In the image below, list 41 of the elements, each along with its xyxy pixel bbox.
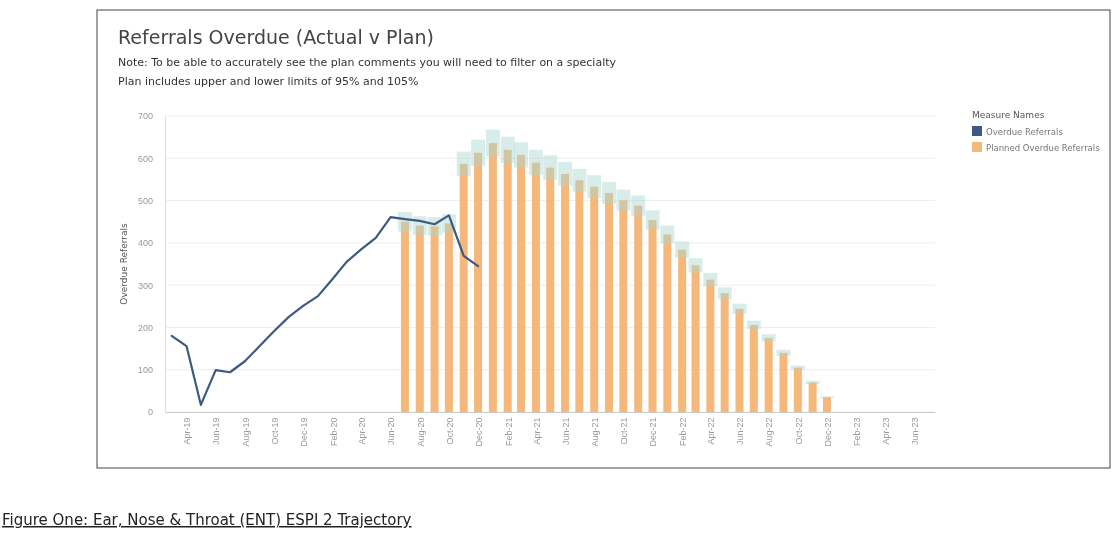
y-tick-label: 0 — [147, 407, 153, 418]
x-tick-label: Feb-23 — [852, 417, 863, 446]
x-tick-label: Dec-19 — [298, 417, 309, 447]
x-tick-label: Feb-21 — [503, 417, 514, 446]
x-tick-label: Oct-21 — [619, 417, 630, 445]
x-tick-label: Oct-19 — [269, 417, 280, 445]
chart-title: Referrals Overdue (Actual v Plan) — [118, 26, 434, 48]
x-tick-label: Jun-19 — [211, 417, 222, 445]
x-tick-label: Dec-22 — [822, 417, 833, 447]
x-tick-label: Oct-20 — [444, 417, 455, 445]
x-tick-label: Feb-22 — [677, 417, 688, 446]
x-tick-label: Dec-20 — [473, 417, 484, 447]
x-tick-label: Apr-21 — [531, 417, 542, 445]
x-tick-label: Apr-20 — [357, 417, 368, 445]
chart-subtitle: Note: To be able to accurately see the plan comments you will need to filter on a specialty Plan includes upper and lower limits of 95% and 105% — [118, 56, 617, 88]
y-tick-label: 500 — [137, 195, 153, 206]
y-tick-label: 300 — [137, 280, 153, 291]
x-tick-label: Aug-20 — [415, 417, 426, 447]
x-tick-label: Aug-19 — [240, 417, 251, 447]
y-tick-label: 100 — [137, 365, 153, 376]
x-tick-label: Jun-22 — [735, 417, 746, 445]
legend-title: Measure Names — [972, 110, 1045, 120]
y-tick-label: 700 — [137, 111, 153, 122]
y-tick-label: 200 — [137, 322, 153, 333]
y-axis-title: Overdue Referrals — [119, 223, 129, 305]
x-tick-label: Feb-20 — [328, 417, 339, 446]
text: Figure One: Ear, Nose & Throat (ENT) ESPI 2 Trajectory — [2, 511, 412, 529]
y-tick-label: 400 — [137, 238, 153, 249]
x-tick-label: Apr-23 — [880, 417, 891, 445]
x-tick-label: Jun-20 — [386, 417, 397, 445]
legend-label: Planned Overdue Referrals — [986, 143, 1101, 153]
x-tick-label: Apr-22 — [706, 417, 717, 445]
x-tick-label: Apr-19 — [182, 417, 193, 445]
legend-label: Overdue Referrals — [986, 127, 1064, 137]
x-tick-label: Aug-22 — [764, 417, 775, 447]
x-tick-label: Dec-21 — [648, 417, 659, 447]
x-tick-label: Jun-21 — [560, 417, 571, 445]
x-tick-label: Jun-23 — [909, 417, 920, 445]
x-tick-label: Oct-22 — [793, 417, 804, 445]
y-tick-label: 600 — [137, 153, 153, 164]
x-tick-label: Aug-21 — [590, 417, 601, 447]
